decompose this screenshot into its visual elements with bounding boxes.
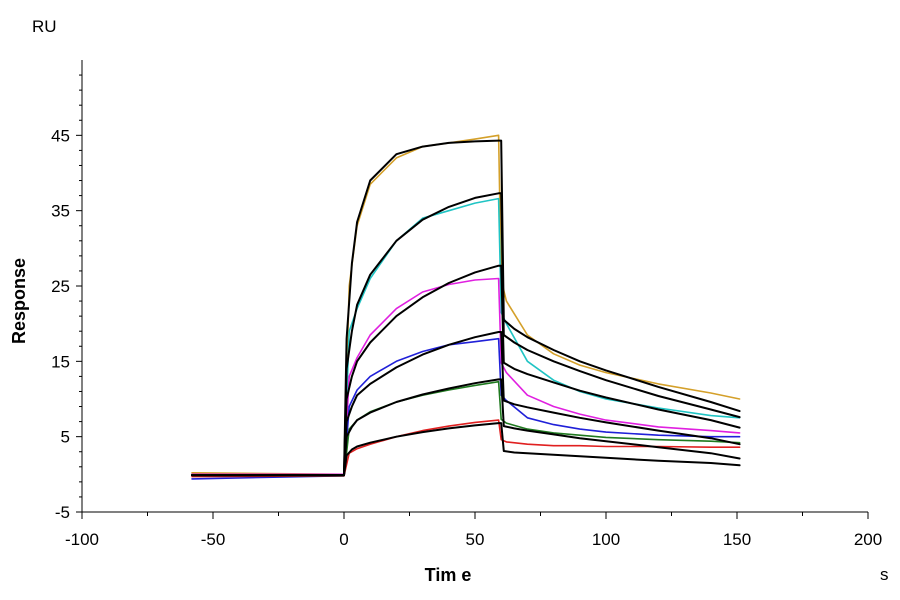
- fit-curve-line-10: [191, 378, 741, 477]
- y-tick-label: 25: [51, 277, 70, 296]
- data-series-line-2: [191, 277, 741, 476]
- x-tick-label: 150: [723, 530, 751, 549]
- x-tick-label: -100: [65, 530, 99, 549]
- x-tick-label: 50: [466, 530, 485, 549]
- y-tick-label: 5: [61, 428, 70, 447]
- y-tick-label: 35: [51, 202, 70, 221]
- x-tick-label: -50: [201, 530, 226, 549]
- y-ticks: -5 5 15 25 35 45: [51, 74, 82, 522]
- fit-curve-line-6: [191, 139, 741, 477]
- fit-curve-line-11: [191, 422, 741, 477]
- y-tick-label: -5: [55, 503, 70, 522]
- data-series-line-5: [191, 419, 741, 478]
- plot-area: -5 5 15 25 35 45 -100 -50 0 50 100 150 200: [51, 60, 882, 549]
- y-tick-label: 45: [51, 126, 70, 145]
- x-tick-label: 0: [339, 530, 348, 549]
- data-series-line-3: [191, 337, 741, 480]
- fit-curve-line-7: [191, 192, 741, 477]
- y-unit-label: RU: [32, 17, 57, 36]
- x-ticks: -100 -50 0 50 100 150 200: [65, 512, 882, 549]
- x-axis-title: Tim e: [425, 565, 472, 585]
- x-unit-label: s: [880, 565, 889, 584]
- x-tick-label: 100: [592, 530, 620, 549]
- y-tick-label: 15: [51, 352, 70, 371]
- series-group: [191, 134, 741, 480]
- x-tick-label: 200: [854, 530, 882, 549]
- data-series-line-1: [191, 197, 741, 476]
- fit-curve-line-9: [191, 331, 741, 477]
- fit-curve-line-8: [191, 264, 741, 477]
- y-axis-title: Response: [9, 258, 29, 344]
